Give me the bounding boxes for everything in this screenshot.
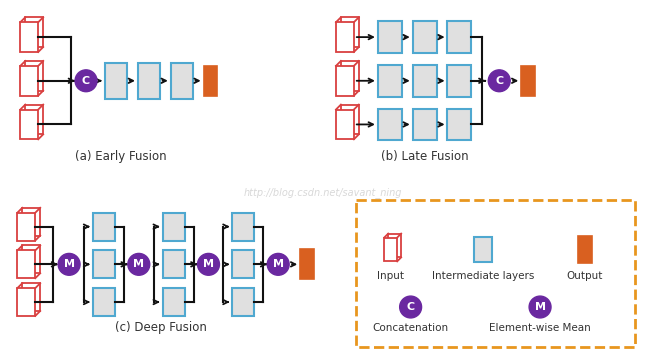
Bar: [341, 61, 359, 91]
Text: (c) Deep Fusion: (c) Deep Fusion: [115, 321, 206, 334]
Text: Concatenation: Concatenation: [373, 323, 448, 333]
Text: http://blog.csdn.net/savant_ning: http://blog.csdn.net/savant_ning: [244, 188, 402, 198]
Bar: [336, 109, 354, 139]
Text: M: M: [63, 259, 74, 269]
Bar: [162, 251, 184, 278]
Bar: [232, 251, 254, 278]
Bar: [378, 109, 402, 140]
Circle shape: [58, 253, 80, 275]
Text: M: M: [272, 259, 283, 269]
Circle shape: [197, 253, 219, 275]
Circle shape: [75, 70, 97, 92]
Bar: [448, 65, 472, 96]
Text: M: M: [133, 259, 144, 269]
Text: C: C: [82, 76, 90, 86]
Bar: [93, 251, 115, 278]
Text: Intermediate layers: Intermediate layers: [432, 271, 534, 281]
Bar: [105, 63, 127, 99]
Bar: [25, 61, 43, 91]
Bar: [341, 105, 359, 134]
Bar: [378, 65, 402, 96]
Bar: [448, 21, 472, 53]
Bar: [93, 288, 115, 316]
Bar: [22, 283, 40, 311]
Circle shape: [529, 296, 551, 318]
Bar: [413, 109, 437, 140]
Bar: [378, 21, 402, 53]
Bar: [413, 65, 437, 96]
Bar: [388, 234, 401, 257]
Bar: [162, 288, 184, 316]
Bar: [17, 288, 35, 316]
Bar: [521, 66, 535, 96]
Text: M: M: [534, 302, 545, 312]
Bar: [22, 246, 40, 273]
Circle shape: [400, 296, 422, 318]
Text: Output: Output: [567, 271, 603, 281]
Bar: [300, 249, 314, 279]
Text: Element-wise Mean: Element-wise Mean: [489, 323, 591, 333]
Bar: [336, 22, 354, 52]
Bar: [20, 109, 38, 139]
Bar: [17, 251, 35, 278]
Text: Input: Input: [377, 271, 404, 281]
Bar: [341, 17, 359, 47]
Bar: [474, 237, 492, 262]
Bar: [25, 105, 43, 134]
FancyBboxPatch shape: [356, 200, 635, 347]
Bar: [384, 238, 397, 261]
Bar: [232, 288, 254, 316]
Bar: [93, 213, 115, 240]
Circle shape: [488, 70, 510, 92]
Text: (b) Late Fusion: (b) Late Fusion: [380, 150, 468, 163]
Circle shape: [267, 253, 289, 275]
Bar: [20, 22, 38, 52]
Bar: [578, 235, 592, 264]
Text: C: C: [495, 76, 503, 86]
Bar: [204, 66, 217, 96]
Bar: [162, 213, 184, 240]
Bar: [232, 213, 254, 240]
Bar: [138, 63, 160, 99]
Bar: [171, 63, 193, 99]
Bar: [336, 66, 354, 96]
Bar: [17, 213, 35, 240]
Bar: [413, 21, 437, 53]
Text: M: M: [203, 259, 214, 269]
Bar: [20, 66, 38, 96]
Text: (a) Early Fusion: (a) Early Fusion: [75, 150, 167, 163]
Circle shape: [128, 253, 149, 275]
Bar: [22, 208, 40, 235]
Text: C: C: [406, 302, 415, 312]
Bar: [448, 109, 472, 140]
Bar: [25, 17, 43, 47]
